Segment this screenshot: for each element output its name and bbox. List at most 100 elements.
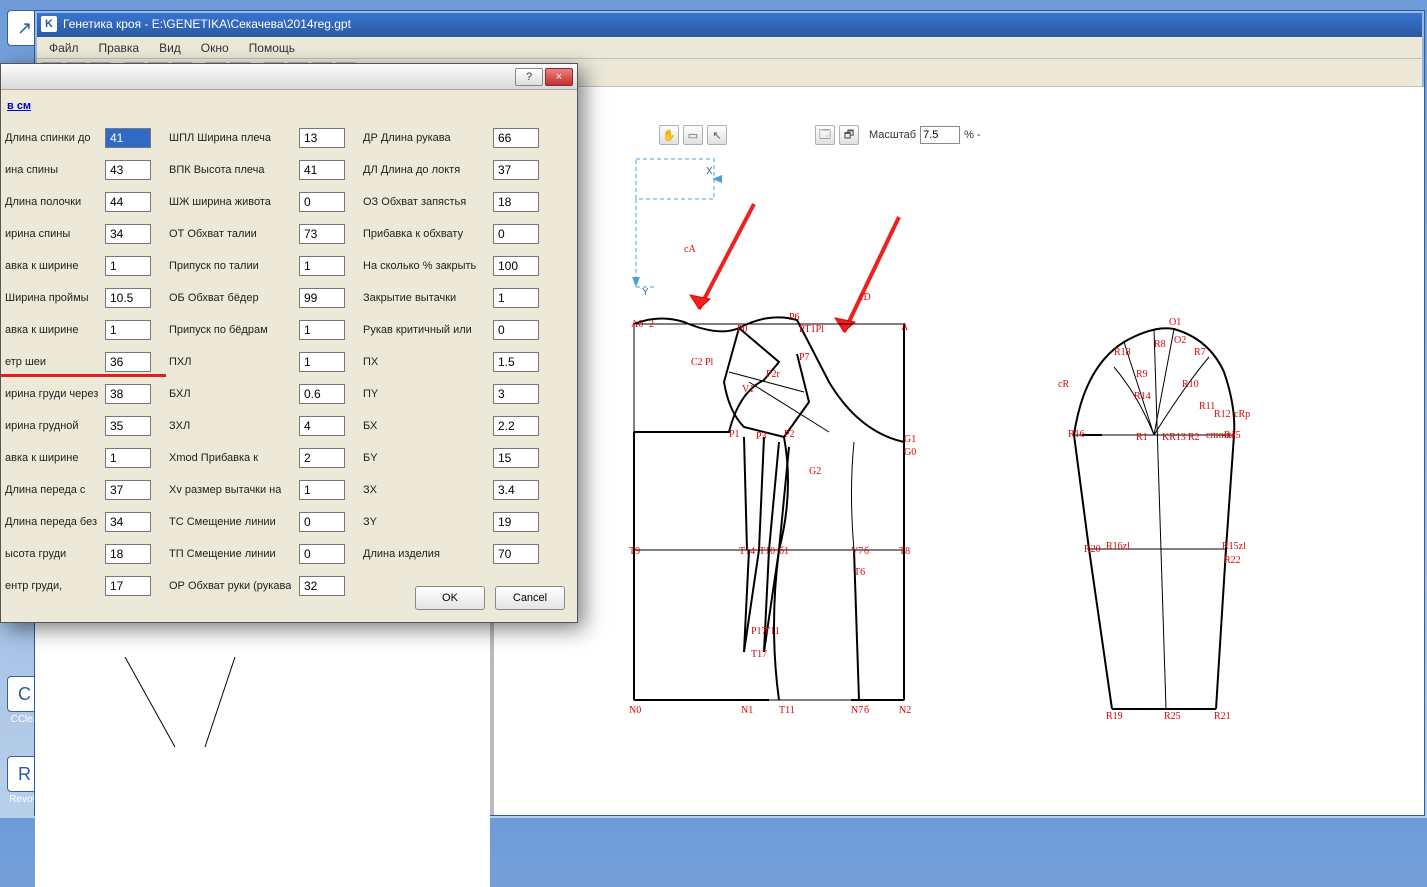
col1-label-0: Длина спинки до (5, 132, 91, 144)
point-label: T11 (764, 626, 780, 637)
dialog-titlebar[interactable]: ? × (1, 64, 577, 90)
col1-label-9: ирина грудной (5, 420, 79, 432)
col1-input-9[interactable] (105, 416, 151, 436)
col2-input-0[interactable] (299, 128, 345, 148)
ok-button[interactable]: OK (415, 586, 485, 610)
col3-input-1[interactable] (493, 160, 539, 180)
layer2-icon[interactable]: 🗗 (839, 125, 859, 145)
col1-input-3[interactable] (105, 224, 151, 244)
col2-label-13: ТП Смещение линии (169, 548, 276, 560)
point-label: N7 (851, 705, 863, 716)
col2-input-2[interactable] (299, 192, 345, 212)
col2-input-3[interactable] (299, 224, 345, 244)
point-label: P1 (729, 429, 740, 440)
col3-input-7[interactable] (493, 352, 539, 372)
col2-input-11[interactable] (299, 480, 345, 500)
col2-input-7[interactable] (299, 352, 345, 372)
col2-input-5[interactable] (299, 288, 345, 308)
close-button[interactable]: × (545, 68, 573, 86)
point-label: R16zl (1106, 541, 1130, 552)
cancel-button[interactable]: Cancel (495, 586, 565, 610)
canvas-area[interactable]: ✋ ▭ ↖ 🗔 🗗 Масштаб % - X Y (490, 87, 1424, 815)
col3-label-4: На сколько % закрыть (363, 260, 476, 272)
col1-input-0[interactable] (105, 128, 151, 148)
col1-input-10[interactable] (105, 448, 151, 468)
point-label: O2 (1174, 335, 1186, 346)
col3-label-5: Закрытие вытачки (363, 292, 456, 304)
menu-file[interactable]: Файл (39, 39, 89, 57)
col2-input-12[interactable] (299, 512, 345, 532)
col1-label-6: авка к ширине (5, 324, 78, 336)
highlight-underline (1, 374, 166, 377)
col1-input-2[interactable] (105, 192, 151, 212)
menu-view[interactable]: Вид (149, 39, 191, 57)
layer1-icon[interactable]: 🗔 (815, 125, 835, 145)
col2-label-12: ТС Смещение линии (169, 516, 276, 528)
col1-input-1[interactable] (105, 160, 151, 180)
col3-input-11[interactable] (493, 480, 539, 500)
app-titlebar[interactable]: K Генетика кроя - E:\GENETIKA\Секачева\2… (35, 11, 1424, 37)
units-link[interactable]: в см (7, 100, 571, 112)
col1-input-6[interactable] (105, 320, 151, 340)
col3-input-10[interactable] (493, 448, 539, 468)
hand-icon[interactable]: ✋ (659, 125, 679, 145)
col3-input-5[interactable] (493, 288, 539, 308)
col2-input-4[interactable] (299, 256, 345, 276)
select-rect-icon[interactable]: ▭ (683, 125, 703, 145)
col1-label-3: ирина спины (5, 228, 70, 240)
col3-label-0: ДР Длина рукава (363, 132, 451, 144)
scale-input[interactable] (920, 126, 960, 144)
col3-label-11: ЗХ (363, 484, 377, 496)
col1-label-1: ина спины (5, 164, 58, 176)
col1-input-7[interactable] (105, 352, 151, 372)
col3-input-8[interactable] (493, 384, 539, 404)
col2-input-6[interactable] (299, 320, 345, 340)
menu-help[interactable]: Помощь (239, 39, 305, 57)
col3-input-13[interactable] (493, 544, 539, 564)
col2-input-13[interactable] (299, 544, 345, 564)
col2-input-8[interactable] (299, 384, 345, 404)
col3-input-2[interactable] (493, 192, 539, 212)
point-label: R9 (1136, 369, 1148, 380)
col1-label-4: авка к ширине (5, 260, 78, 272)
svg-text:X: X (706, 166, 713, 177)
col1-input-12[interactable] (105, 512, 151, 532)
col3-input-0[interactable] (493, 128, 539, 148)
canvas-toolbar: ✋ ▭ ↖ 🗔 🗗 Масштаб % - (659, 125, 981, 145)
col1-input-13[interactable] (105, 544, 151, 564)
point-label: G0 (904, 447, 916, 458)
col2-input-10[interactable] (299, 448, 345, 468)
point-label: P2 (784, 429, 795, 440)
menu-window[interactable]: Окно (191, 39, 239, 57)
col2-label-14: ОР Обхват руки (рукава (169, 580, 291, 592)
point-label: O1 (1169, 317, 1181, 328)
col1-input-8[interactable] (105, 384, 151, 404)
col1-input-4[interactable] (105, 256, 151, 276)
point-label: R12 (1214, 409, 1231, 420)
col1-input-14[interactable] (105, 576, 151, 596)
col1-label-13: ысота груди (5, 548, 66, 560)
col3-input-9[interactable] (493, 416, 539, 436)
help-button[interactable]: ? (515, 68, 543, 86)
col2-label-3: ОТ Обхват талии (169, 228, 257, 240)
col3-label-2: ОЗ Обхват запястья (363, 196, 466, 208)
col3-input-6[interactable] (493, 320, 539, 340)
point-label: R14 (1134, 391, 1151, 402)
col2-input-14[interactable] (299, 576, 345, 596)
menu-edit[interactable]: Правка (89, 39, 150, 57)
col2-input-1[interactable] (299, 160, 345, 180)
col1-input-11[interactable] (105, 480, 151, 500)
col3-label-10: БY (363, 452, 378, 464)
col2-label-1: ВПК Высота плеча (169, 164, 265, 176)
arrow-icon[interactable]: ↖ (707, 125, 727, 145)
col2-input-9[interactable] (299, 416, 345, 436)
col3-input-3[interactable] (493, 224, 539, 244)
col3-label-8: ПY (363, 388, 378, 400)
point-label: R7 (1194, 347, 1206, 358)
col1-input-5[interactable] (105, 288, 151, 308)
app-icon: K (41, 16, 57, 32)
col3-input-4[interactable] (493, 256, 539, 276)
point-label: R21 (1214, 711, 1231, 722)
point-label: cR (1058, 379, 1069, 390)
col3-input-12[interactable] (493, 512, 539, 532)
